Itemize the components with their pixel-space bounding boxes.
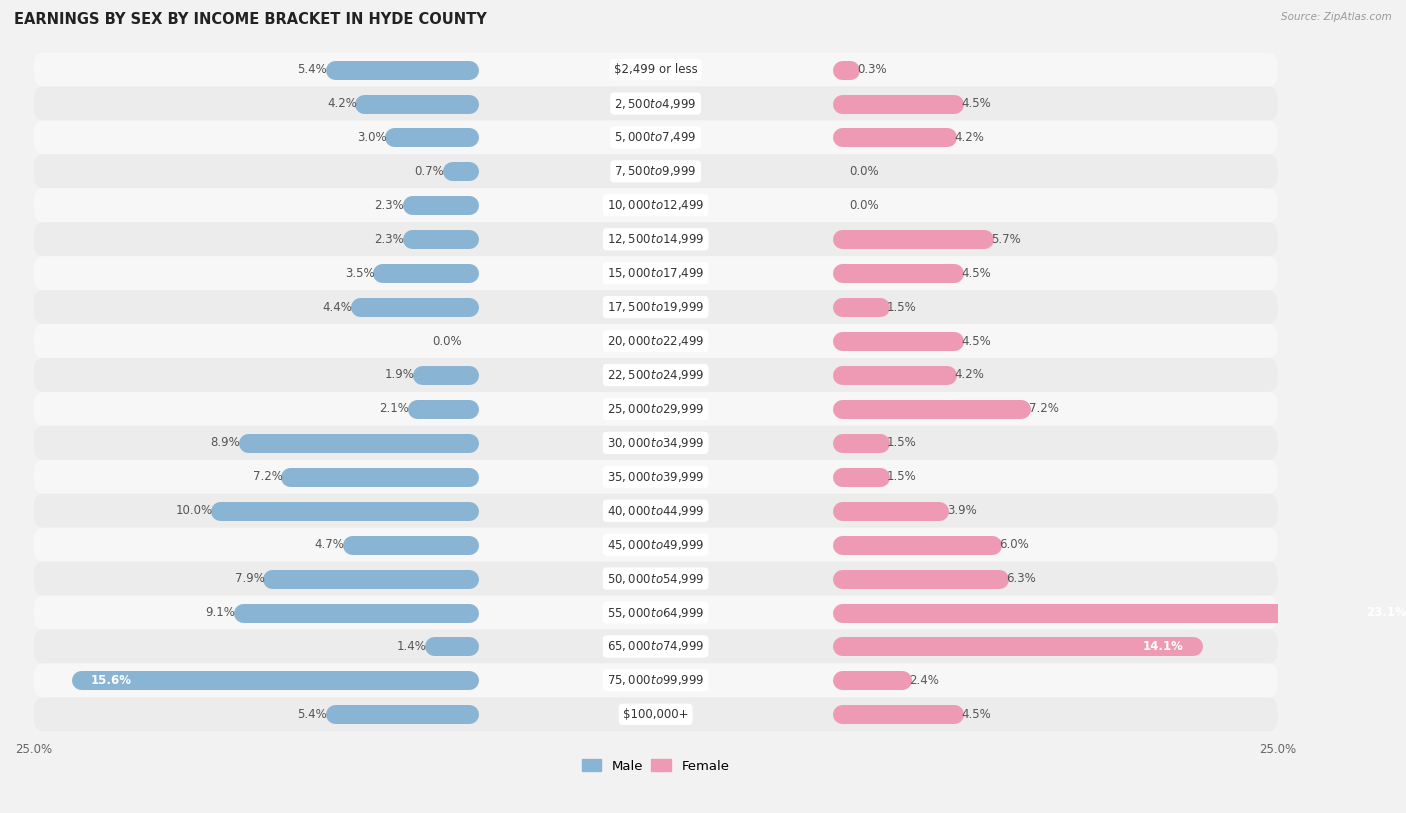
Text: 1.4%: 1.4% xyxy=(396,640,426,653)
Text: 7.2%: 7.2% xyxy=(1029,402,1059,415)
Text: $2,499 or less: $2,499 or less xyxy=(614,63,697,76)
FancyBboxPatch shape xyxy=(34,663,1278,698)
Text: $25,000 to $29,999: $25,000 to $29,999 xyxy=(607,402,704,416)
Text: 4.5%: 4.5% xyxy=(962,267,991,280)
Text: Source: ZipAtlas.com: Source: ZipAtlas.com xyxy=(1281,12,1392,22)
Text: 4.2%: 4.2% xyxy=(328,97,357,110)
Text: 1.5%: 1.5% xyxy=(887,301,917,314)
FancyBboxPatch shape xyxy=(34,358,1278,392)
Text: 8.9%: 8.9% xyxy=(211,437,240,450)
Text: 4.5%: 4.5% xyxy=(962,708,991,721)
Text: 3.0%: 3.0% xyxy=(357,131,387,144)
FancyBboxPatch shape xyxy=(34,629,1278,663)
Text: 2.4%: 2.4% xyxy=(910,674,939,687)
FancyBboxPatch shape xyxy=(34,53,1278,86)
FancyBboxPatch shape xyxy=(34,222,1278,256)
Text: 5.4%: 5.4% xyxy=(298,708,328,721)
Legend: Male, Female: Male, Female xyxy=(576,754,735,778)
Text: $55,000 to $64,999: $55,000 to $64,999 xyxy=(607,606,704,620)
Text: 0.0%: 0.0% xyxy=(432,335,461,347)
FancyBboxPatch shape xyxy=(34,426,1278,460)
Text: 4.5%: 4.5% xyxy=(962,335,991,347)
FancyBboxPatch shape xyxy=(34,596,1278,629)
Text: 7.2%: 7.2% xyxy=(253,470,283,483)
Text: 10.0%: 10.0% xyxy=(176,504,212,517)
Text: $35,000 to $39,999: $35,000 to $39,999 xyxy=(607,470,704,484)
Text: 2.1%: 2.1% xyxy=(380,402,409,415)
Text: 5.4%: 5.4% xyxy=(298,63,328,76)
Text: $65,000 to $74,999: $65,000 to $74,999 xyxy=(607,640,704,654)
FancyBboxPatch shape xyxy=(34,290,1278,324)
FancyBboxPatch shape xyxy=(34,562,1278,596)
Text: 4.7%: 4.7% xyxy=(315,538,344,551)
FancyBboxPatch shape xyxy=(34,189,1278,222)
Text: 23.1%: 23.1% xyxy=(1367,606,1406,619)
Text: 0.7%: 0.7% xyxy=(415,165,444,178)
Text: 4.5%: 4.5% xyxy=(962,97,991,110)
Text: 0.3%: 0.3% xyxy=(858,63,887,76)
Text: $40,000 to $44,999: $40,000 to $44,999 xyxy=(607,504,704,518)
Text: $45,000 to $49,999: $45,000 to $49,999 xyxy=(607,537,704,552)
Text: 3.9%: 3.9% xyxy=(946,504,977,517)
Text: EARNINGS BY SEX BY INCOME BRACKET IN HYDE COUNTY: EARNINGS BY SEX BY INCOME BRACKET IN HYD… xyxy=(14,12,486,27)
Text: 7.9%: 7.9% xyxy=(235,572,264,585)
FancyBboxPatch shape xyxy=(34,392,1278,426)
Text: 1.5%: 1.5% xyxy=(887,470,917,483)
Text: 5.7%: 5.7% xyxy=(991,233,1021,246)
Text: $10,000 to $12,499: $10,000 to $12,499 xyxy=(607,198,704,212)
FancyBboxPatch shape xyxy=(34,493,1278,528)
FancyBboxPatch shape xyxy=(34,86,1278,120)
Text: $100,000+: $100,000+ xyxy=(623,708,689,721)
FancyBboxPatch shape xyxy=(34,528,1278,562)
FancyBboxPatch shape xyxy=(34,154,1278,189)
Text: 2.3%: 2.3% xyxy=(374,233,405,246)
Text: 4.4%: 4.4% xyxy=(322,301,352,314)
Text: 0.0%: 0.0% xyxy=(849,199,879,212)
Text: $17,500 to $19,999: $17,500 to $19,999 xyxy=(607,300,704,314)
Text: $2,500 to $4,999: $2,500 to $4,999 xyxy=(614,97,697,111)
Text: $30,000 to $34,999: $30,000 to $34,999 xyxy=(607,436,704,450)
FancyBboxPatch shape xyxy=(34,698,1278,732)
Text: $22,500 to $24,999: $22,500 to $24,999 xyxy=(607,368,704,382)
Text: 6.0%: 6.0% xyxy=(1000,538,1029,551)
Text: 4.2%: 4.2% xyxy=(955,368,984,381)
Text: 15.6%: 15.6% xyxy=(91,674,132,687)
Text: $20,000 to $22,499: $20,000 to $22,499 xyxy=(607,334,704,348)
Text: $15,000 to $17,499: $15,000 to $17,499 xyxy=(607,266,704,280)
Text: $12,500 to $14,999: $12,500 to $14,999 xyxy=(607,233,704,246)
Text: $5,000 to $7,499: $5,000 to $7,499 xyxy=(614,130,697,145)
FancyBboxPatch shape xyxy=(34,324,1278,358)
Text: $7,500 to $9,999: $7,500 to $9,999 xyxy=(614,164,697,178)
FancyBboxPatch shape xyxy=(34,460,1278,493)
Text: 9.1%: 9.1% xyxy=(205,606,235,619)
FancyBboxPatch shape xyxy=(34,256,1278,290)
Text: 6.3%: 6.3% xyxy=(1007,572,1036,585)
Text: 0.0%: 0.0% xyxy=(849,165,879,178)
Text: $75,000 to $99,999: $75,000 to $99,999 xyxy=(607,673,704,688)
Text: 1.5%: 1.5% xyxy=(887,437,917,450)
Text: 4.2%: 4.2% xyxy=(955,131,984,144)
Text: 14.1%: 14.1% xyxy=(1142,640,1182,653)
FancyBboxPatch shape xyxy=(34,120,1278,154)
Text: $50,000 to $54,999: $50,000 to $54,999 xyxy=(607,572,704,585)
Text: 2.3%: 2.3% xyxy=(374,199,405,212)
Text: 3.5%: 3.5% xyxy=(344,267,374,280)
Text: 1.9%: 1.9% xyxy=(384,368,415,381)
